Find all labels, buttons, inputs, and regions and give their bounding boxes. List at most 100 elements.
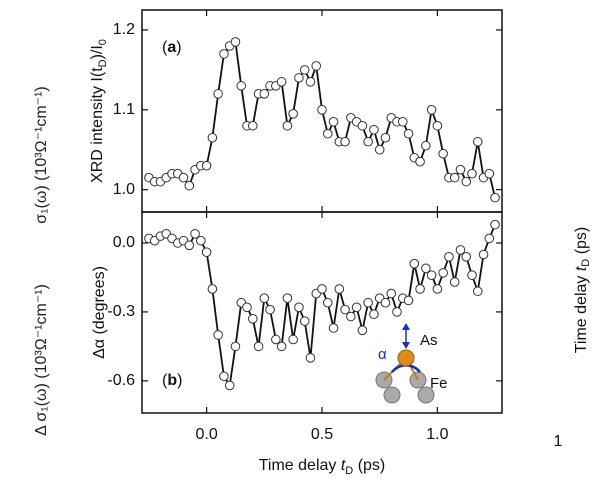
data-point <box>432 120 443 131</box>
data-point <box>484 168 495 179</box>
data-point <box>444 251 454 262</box>
label-part: ( <box>162 372 168 389</box>
data-point <box>184 240 195 251</box>
label-part: a <box>167 39 176 56</box>
data-point <box>403 128 414 139</box>
data-point <box>409 258 420 269</box>
data-point <box>328 116 339 127</box>
data-point <box>253 341 264 352</box>
data-point <box>207 284 218 294</box>
y-axis-label: Δα (degrees) <box>91 266 108 359</box>
data-point <box>351 302 362 313</box>
data-point <box>271 334 281 345</box>
data-point <box>449 277 460 287</box>
panel-label: (a) <box>162 39 182 56</box>
data-point <box>213 330 223 340</box>
data-point <box>357 325 368 336</box>
data-point <box>340 304 350 315</box>
data-point <box>224 380 235 391</box>
data-point <box>294 302 304 313</box>
data-point <box>392 307 402 317</box>
y-tick-label: 1.1 <box>113 101 135 118</box>
data-point <box>363 297 373 308</box>
label-part: D <box>97 59 109 67</box>
data-point <box>294 73 304 83</box>
inset-structure <box>375 323 435 404</box>
data-point <box>380 297 391 308</box>
data-point <box>455 164 466 175</box>
bg-label: Δ σ₁(ω) (10³Ω⁻¹cm⁻¹) <box>33 284 50 436</box>
y-tick-label: 1.0 <box>113 181 135 198</box>
label-part: D <box>345 465 353 477</box>
data-point <box>322 128 333 139</box>
data-point <box>369 124 379 135</box>
label-part: ( <box>162 39 168 56</box>
data-point <box>230 341 241 352</box>
data-point <box>276 341 287 352</box>
x-tick-label: 1.0 <box>426 426 448 443</box>
label-part: ) <box>177 372 182 389</box>
data-point <box>247 314 258 324</box>
data-point <box>334 284 345 294</box>
data-point <box>201 160 212 171</box>
data-point <box>219 49 229 59</box>
data-point <box>265 304 275 315</box>
data-point <box>403 295 414 306</box>
data-point <box>426 105 437 115</box>
panel-label: (b) <box>162 372 182 389</box>
label-part: XRD intensity I(t <box>89 67 106 183</box>
data-point <box>311 61 322 71</box>
data-point <box>357 120 368 131</box>
label-part: 0 <box>97 39 109 45</box>
data-point <box>230 37 241 47</box>
y-tick-label: -0.6 <box>107 372 135 389</box>
label-part: D <box>580 259 592 267</box>
data-point <box>472 136 483 147</box>
label-part: ) <box>176 39 181 56</box>
inset-label: Fe <box>430 375 448 392</box>
data-point <box>236 81 247 91</box>
y-tick-label: 0.0 <box>113 234 135 251</box>
data-point <box>421 263 431 274</box>
data-point <box>421 140 431 151</box>
data-point <box>276 77 287 87</box>
data-point <box>322 297 333 308</box>
data-point <box>178 172 189 183</box>
label-part: )/I <box>89 45 106 59</box>
data-point <box>472 286 483 297</box>
data-point <box>380 132 391 143</box>
data-point <box>467 168 477 179</box>
data-point <box>461 251 472 262</box>
data-point <box>201 247 212 257</box>
inset-label: As <box>420 332 438 349</box>
data-point <box>478 249 489 260</box>
y-tick-label: -0.3 <box>107 303 135 320</box>
data-point <box>415 284 425 294</box>
data-point <box>415 156 425 167</box>
data-point <box>299 316 310 326</box>
data-point <box>340 136 350 147</box>
data-point <box>374 144 385 155</box>
bg-label: Time delay tD (ps) <box>573 227 592 354</box>
data-point <box>317 284 327 294</box>
data-point <box>305 77 316 87</box>
label-part: (ps) <box>353 457 385 474</box>
y-tick-label: 1.2 <box>113 21 135 38</box>
data-point <box>282 120 293 131</box>
label-part: Time delay <box>573 271 590 353</box>
inset-label: α <box>378 346 387 363</box>
data-point <box>386 288 397 299</box>
label-part: b <box>167 372 177 389</box>
data-point <box>288 334 298 345</box>
x-tick-label: 0.5 <box>311 426 333 443</box>
data-point <box>455 245 466 255</box>
data-point <box>317 105 327 115</box>
data-point <box>242 302 252 313</box>
data-point <box>369 309 379 320</box>
series-line <box>148 224 496 388</box>
data-point <box>259 293 270 303</box>
bg-label: 1 <box>554 433 563 450</box>
data-point <box>219 371 229 382</box>
label-part: t <box>341 457 346 474</box>
